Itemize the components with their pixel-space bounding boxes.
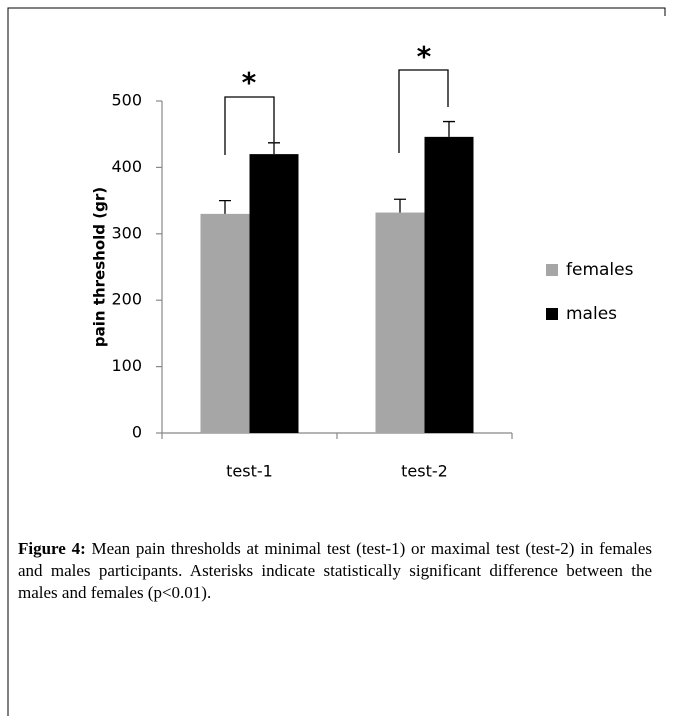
x-tick-label: test-2 (401, 462, 448, 481)
bar (249, 154, 299, 433)
x-tick-label: test-1 (226, 462, 273, 481)
y-tick-label: 300 (111, 223, 142, 242)
caption-label: Figure 4: (18, 539, 86, 558)
caption: Figure 4: Mean pain thresholds at minima… (18, 538, 652, 604)
significance-bracket (398, 69, 449, 153)
annotation: * (417, 40, 432, 73)
error-bar (219, 199, 231, 214)
legend-swatch (546, 264, 558, 276)
bar (375, 212, 425, 433)
legend-label: females (566, 260, 634, 280)
error-bar (443, 120, 455, 137)
error-bar (394, 198, 406, 213)
y-axis-label: pain threshold (gr) (91, 187, 109, 347)
y-tick-label: 100 (111, 356, 142, 375)
y-tick-label: 400 (111, 157, 142, 176)
y-tick-label: 0 (132, 423, 142, 442)
legend-swatch (546, 308, 558, 320)
annotation: * (242, 66, 257, 99)
significance-bracket (224, 96, 275, 155)
y-tick-label: 200 (111, 290, 142, 309)
legend-label: males (566, 304, 617, 324)
y-tick-label: 500 (111, 91, 142, 110)
error-bar (268, 142, 280, 155)
bar (200, 213, 250, 433)
bar (424, 136, 474, 433)
frame (7, 7, 666, 716)
caption-text: Mean pain thresholds at minimal test (te… (18, 539, 652, 602)
